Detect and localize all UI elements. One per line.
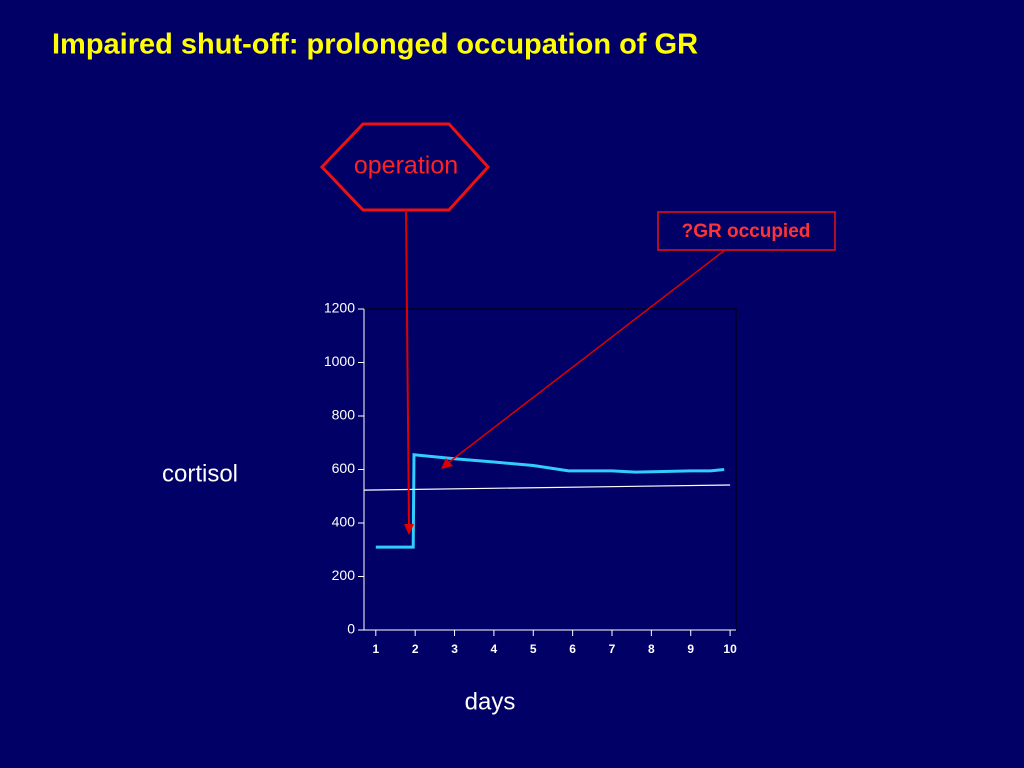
gr-box (657, 211, 836, 251)
y-tick-label: 600 (332, 460, 356, 476)
gr-label: ?GR occupied (682, 221, 811, 242)
slide-title: Impaired shut-off: prolonged occupation … (52, 29, 698, 61)
x-tick-label: 1 (372, 642, 379, 656)
y-tick-label: 1000 (324, 353, 355, 369)
x-tick-label: 4 (491, 642, 498, 656)
x-tick-label: 5 (530, 642, 537, 656)
y-tick-label: 800 (332, 407, 356, 423)
x-tick-label: 3 (451, 642, 458, 656)
operation-arrow (405, 209, 410, 527)
x-tick-label: 7 (609, 642, 616, 656)
arrows (404, 209, 726, 535)
y-tick-label: 200 (332, 567, 356, 583)
y-tick-label: 400 (332, 514, 356, 530)
x-tick-label: 9 (687, 642, 694, 656)
operation-label: operation (354, 152, 458, 180)
y-axis-label: cortisol (162, 460, 238, 487)
x-tick-label: 10 (723, 642, 737, 656)
y-tick-label: 0 (347, 621, 355, 637)
x-tick-label: 6 (569, 642, 576, 656)
arrow-head (441, 458, 453, 469)
gr-arrow (447, 249, 726, 464)
operation-octagon (319, 122, 491, 212)
x-tick-label: 8 (648, 642, 655, 656)
arrow-head (404, 524, 414, 535)
series-line (363, 484, 731, 491)
x-tick-label: 2 (412, 642, 419, 656)
series-line (375, 453, 725, 549)
plot: 0 200 400 600 800 1000 1200 1 2 3 4 5 6 7 8 9 10 (324, 300, 737, 656)
y-tick-label: 1200 (324, 300, 355, 316)
x-axis-label: days (465, 688, 516, 715)
